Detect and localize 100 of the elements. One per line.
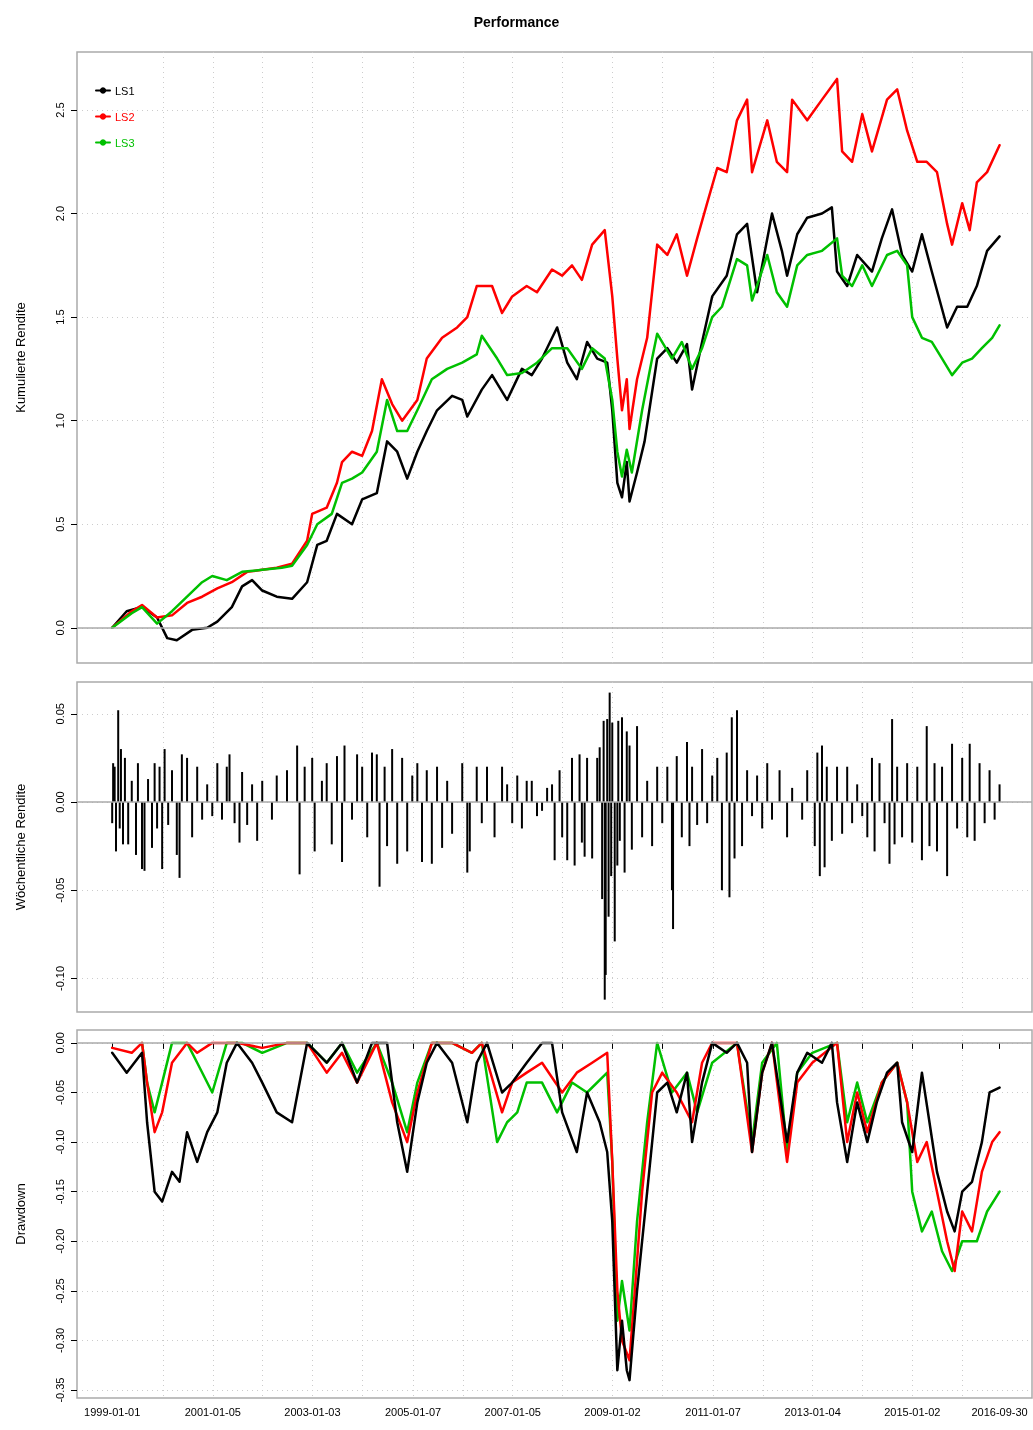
bar [112, 763, 115, 802]
bar [825, 766, 828, 802]
x-tick-label: 2013-01-04 [784, 1405, 841, 1418]
bar [941, 766, 944, 802]
bar [891, 719, 894, 802]
bar [161, 802, 164, 870]
bar [351, 802, 354, 820]
bar [966, 802, 969, 838]
bar [206, 784, 209, 802]
bar [147, 779, 150, 802]
y-tick-label: -0.10 [53, 965, 66, 992]
bar [298, 802, 301, 875]
bar [151, 802, 154, 848]
bar [816, 752, 819, 802]
bar [525, 780, 528, 802]
bar [735, 710, 738, 802]
bar [186, 757, 189, 802]
bar [935, 802, 938, 852]
bar [111, 802, 114, 824]
bar [746, 770, 749, 802]
bar [821, 745, 823, 802]
bar [766, 763, 769, 802]
bar [530, 780, 533, 802]
bar [383, 766, 386, 802]
bar [613, 802, 616, 942]
bar [251, 784, 254, 802]
bar [406, 802, 409, 852]
y-tick-label: -0.15 [53, 1179, 66, 1205]
bar [591, 802, 594, 859]
bar [341, 802, 344, 862]
bar [158, 766, 161, 802]
bar [818, 802, 821, 877]
bar [571, 757, 574, 802]
bar [411, 775, 414, 802]
bar [686, 742, 689, 802]
bar [598, 747, 601, 802]
bar [156, 802, 159, 829]
bar [578, 754, 581, 802]
bar [870, 757, 873, 802]
x-tick-label: 2016-09-30 [971, 1405, 1028, 1418]
bar [861, 802, 864, 817]
bar [371, 752, 374, 802]
bar [441, 802, 444, 848]
y-axis-title: Kumulierte Rendite [13, 302, 28, 413]
bar [602, 720, 605, 802]
bar [636, 726, 639, 802]
bar [730, 717, 733, 802]
bar [661, 802, 664, 824]
bar [830, 802, 833, 841]
bar [916, 766, 919, 802]
bar [846, 766, 849, 802]
bar [761, 802, 764, 829]
bar [851, 802, 854, 824]
bar [325, 763, 328, 802]
y-tick-label: -0.35 [53, 1377, 66, 1403]
y-tick-label: 1.5 [53, 309, 66, 325]
x-tick-label: 2011-01-07 [685, 1405, 741, 1418]
bar [617, 720, 620, 802]
y-tick-label: 0.00 [53, 1032, 66, 1054]
bar [988, 770, 991, 802]
bar [956, 802, 959, 829]
y-tick-label: -0.05 [53, 877, 66, 903]
bar [896, 766, 899, 802]
bar [511, 802, 514, 824]
y-tick-label: 2.0 [53, 205, 66, 222]
bar [475, 766, 478, 802]
bar [893, 802, 896, 845]
bar [201, 802, 204, 820]
bar [386, 802, 389, 847]
bar [153, 763, 156, 802]
bar [928, 802, 931, 847]
bar [196, 766, 199, 802]
bar [167, 802, 170, 825]
bar [983, 802, 986, 824]
bar [741, 802, 744, 847]
bar [836, 766, 839, 802]
bar [241, 772, 244, 802]
bar [261, 780, 264, 802]
bar [925, 726, 928, 802]
bar [216, 763, 219, 802]
bar [451, 802, 454, 834]
bar [178, 802, 181, 878]
bar [163, 749, 166, 802]
y-tick-label: -0.20 [53, 1228, 66, 1254]
bar [778, 770, 781, 802]
bar [375, 754, 378, 802]
bar [866, 802, 869, 838]
bar [883, 802, 886, 824]
y-tick-label: 2.5 [53, 102, 66, 118]
bar [906, 763, 909, 802]
bar [558, 770, 561, 802]
bar [878, 763, 881, 802]
bar [561, 802, 564, 838]
legend-label: LS3 [115, 136, 135, 149]
y-tick-label: 0.00 [53, 791, 66, 813]
bar [623, 802, 626, 873]
bar [873, 802, 876, 852]
bar [791, 787, 794, 802]
bar [238, 802, 241, 843]
bar [973, 802, 976, 841]
